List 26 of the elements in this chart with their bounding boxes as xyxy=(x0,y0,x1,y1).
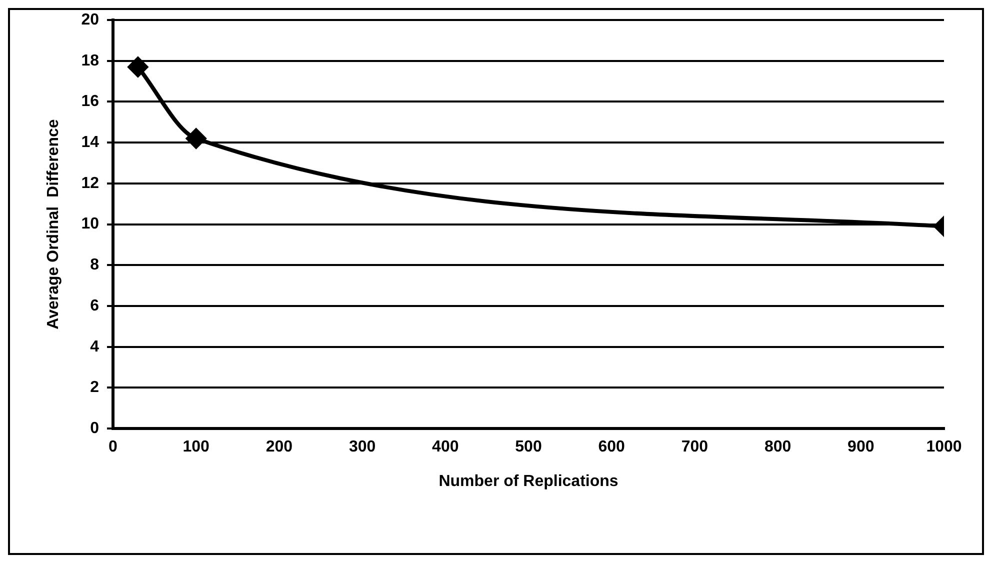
x-tick-label: 0 xyxy=(108,438,118,456)
y-tick-label: 4 xyxy=(90,338,100,356)
y-tick-label: 12 xyxy=(81,174,100,192)
x-axis-title: Number of Replications xyxy=(438,472,618,490)
y-tick-label: 10 xyxy=(81,216,100,233)
y-tick-label: 20 xyxy=(81,11,100,28)
y-tick-label: 18 xyxy=(81,52,100,70)
x-tick-label: 800 xyxy=(764,438,792,456)
y-tick-label: 14 xyxy=(81,134,100,151)
x-tick-label: 400 xyxy=(432,438,459,456)
y-tick-label: 0 xyxy=(90,420,100,438)
x-tick-label: 200 xyxy=(266,438,293,456)
y-tick-label: 6 xyxy=(90,297,100,314)
x-tick-label: 100 xyxy=(182,438,210,456)
x-tick-label: 500 xyxy=(515,438,542,456)
x-tick-label: 300 xyxy=(348,438,376,456)
point xyxy=(186,128,206,148)
y-tick-label: 16 xyxy=(81,93,100,110)
x-tick-label: 1000 xyxy=(926,438,962,456)
y-tick-label: 8 xyxy=(90,256,100,274)
x-tick-label: 900 xyxy=(848,438,874,456)
x-tick-label: 600 xyxy=(598,438,626,456)
x-tick-label: 700 xyxy=(681,438,708,456)
y-tick-label: 2 xyxy=(90,379,100,396)
point xyxy=(128,56,148,77)
y-axis-title: Average Ordinal Difference xyxy=(45,119,62,330)
